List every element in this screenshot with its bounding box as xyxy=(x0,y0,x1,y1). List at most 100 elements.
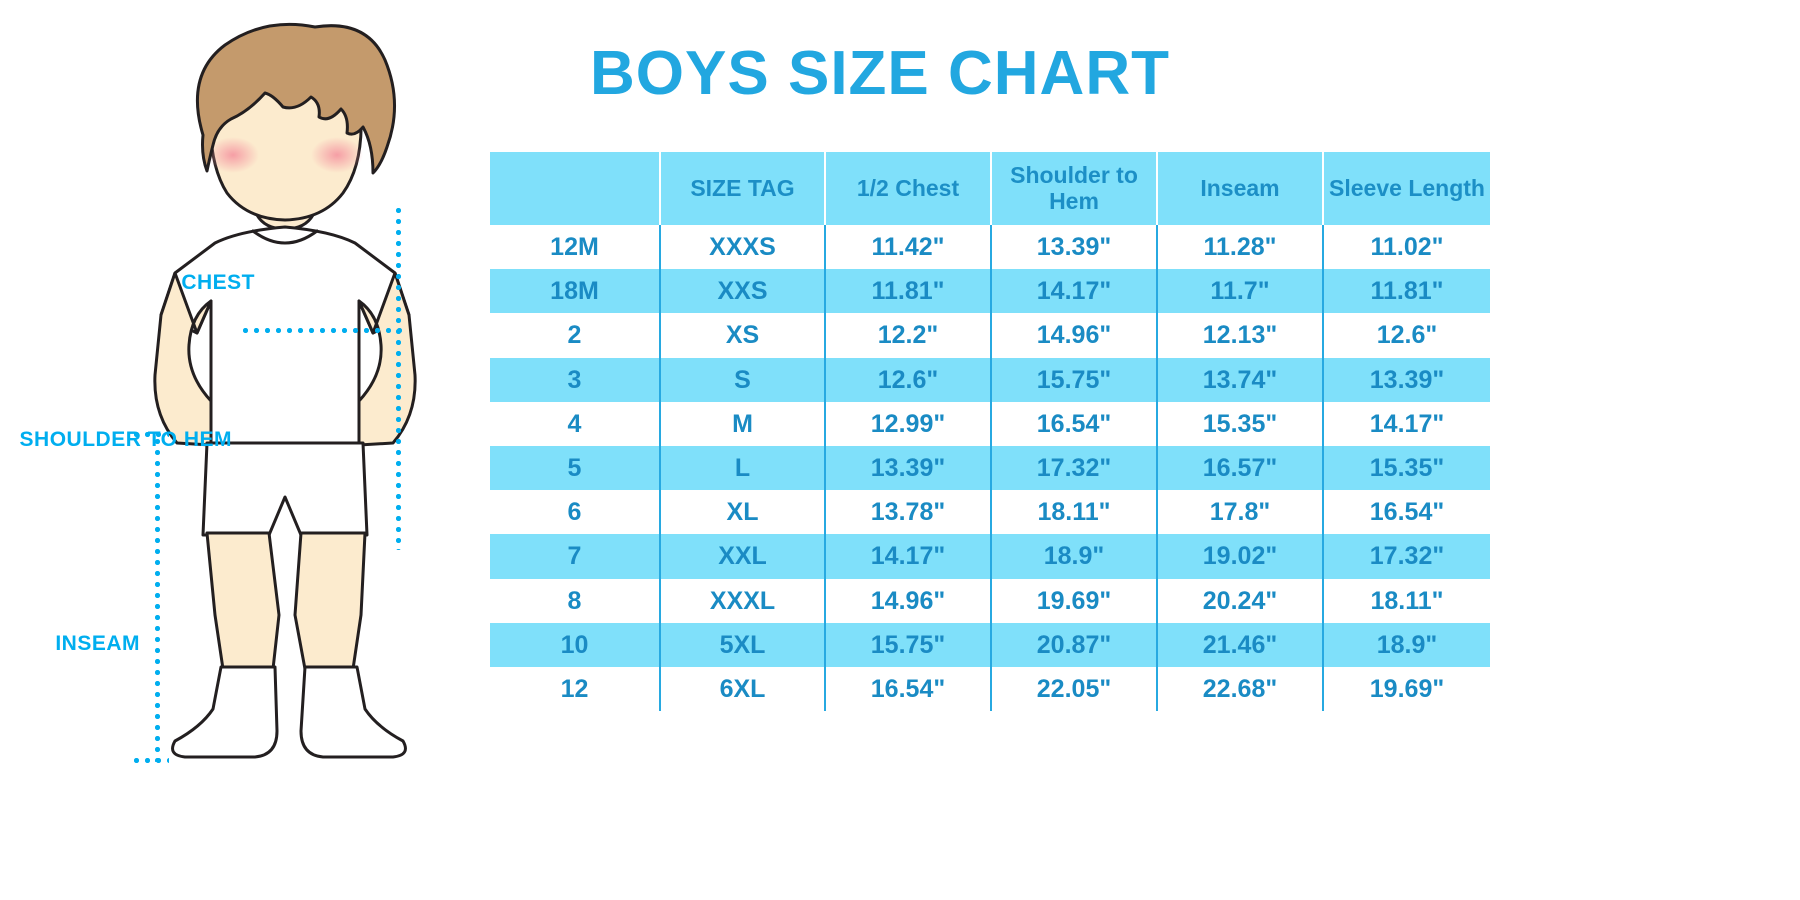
cell-inseam: 20.24" xyxy=(1156,578,1323,623)
cell-size: 12 xyxy=(490,666,660,712)
cell-half-chest: 14.96" xyxy=(824,578,991,623)
table-row: 8 XXXL 14.96" 19.69" 20.24" 18.11" xyxy=(490,578,1490,623)
cell-shoulder-to-hem: 17.32" xyxy=(990,445,1157,491)
table-row: 18M XXS 11.81" 14.17" 11.7" 11.81" xyxy=(490,269,1490,314)
cell-sleeve-length: 11.02" xyxy=(1322,225,1490,270)
chest-measure-line xyxy=(240,328,405,333)
arm-right xyxy=(357,271,417,447)
cell-sleeve-length: 15.35" xyxy=(1322,445,1490,491)
cell-shoulder-to-hem: 14.17" xyxy=(990,269,1157,314)
size-table-wrapper: SIZE TAG 1/2 Chest Shoulder to Hem Insea… xyxy=(490,152,1490,712)
cell-size: 7 xyxy=(490,534,660,579)
inseam-measure-cap-top xyxy=(131,432,169,437)
cell-size: 8 xyxy=(490,578,660,623)
table-header-row: SIZE TAG 1/2 Chest Shoulder to Hem Insea… xyxy=(490,152,1490,225)
column-header-inseam: Inseam xyxy=(1156,152,1323,225)
hair xyxy=(195,22,396,175)
cell-sleeve-length: 11.81" xyxy=(1322,269,1490,314)
cell-inseam: 11.7" xyxy=(1156,269,1323,314)
cell-half-chest: 12.2" xyxy=(824,313,991,358)
cell-inseam: 12.13" xyxy=(1156,313,1323,358)
cell-shoulder-to-hem: 14.96" xyxy=(990,313,1157,358)
shoulder-to-hem-measure-line xyxy=(396,205,401,550)
table-row: 5 L 13.39" 17.32" 16.57" 15.35" xyxy=(490,445,1490,491)
page-title: BOYS SIZE CHART xyxy=(590,39,1170,108)
cell-size-tag: 6XL xyxy=(659,666,825,712)
size-table: SIZE TAG 1/2 Chest Shoulder to Hem Insea… xyxy=(490,152,1490,712)
cell-size-tag: M xyxy=(659,401,825,446)
cell-shoulder-to-hem: 19.69" xyxy=(990,578,1157,623)
cell-sleeve-length: 18.11" xyxy=(1322,578,1490,623)
column-header-size xyxy=(490,152,660,225)
boy-illustration xyxy=(153,22,417,759)
cell-inseam: 11.28" xyxy=(1156,225,1323,270)
cell-size: 18M xyxy=(490,269,660,314)
table-row: 4 M 12.99" 16.54" 15.35" 14.17" xyxy=(490,401,1490,446)
cell-size: 12M xyxy=(490,225,660,270)
table-row: 2 XS 12.2" 14.96" 12.13" 12.6" xyxy=(490,313,1490,358)
cell-half-chest: 15.75" xyxy=(824,622,991,667)
cell-shoulder-to-hem: 13.39" xyxy=(990,225,1157,270)
cell-size: 6 xyxy=(490,490,660,535)
cell-inseam: 17.8" xyxy=(1156,490,1323,535)
cell-sleeve-length: 16.54" xyxy=(1322,490,1490,535)
cell-size-tag: XS xyxy=(659,313,825,358)
cell-inseam: 19.02" xyxy=(1156,534,1323,579)
inseam-measure-cap-bottom xyxy=(131,758,169,763)
cell-inseam: 16.57" xyxy=(1156,445,1323,491)
column-header-sleeve-length: Sleeve Length xyxy=(1322,152,1490,225)
cell-size-tag: XXXS xyxy=(659,225,825,270)
cell-shoulder-to-hem: 16.54" xyxy=(990,401,1157,446)
table-row: 7 XXL 14.17" 18.9" 19.02" 17.32" xyxy=(490,534,1490,579)
inseam-measure-line xyxy=(155,436,160,762)
column-header-half-chest: 1/2 Chest xyxy=(824,152,991,225)
cell-shoulder-to-hem: 22.05" xyxy=(990,666,1157,712)
arm-left xyxy=(153,271,213,447)
leg-left xyxy=(205,531,281,671)
tshirt-collar xyxy=(251,229,319,245)
sock-right xyxy=(299,665,407,759)
cell-size: 3 xyxy=(490,357,660,402)
cell-shoulder-to-hem: 18.9" xyxy=(990,534,1157,579)
cell-sleeve-length: 13.39" xyxy=(1322,357,1490,402)
table-row: 12M XXXS 11.42" 13.39" 11.28" 11.02" xyxy=(490,225,1490,270)
cell-inseam: 15.35" xyxy=(1156,401,1323,446)
cell-size-tag: XXXL xyxy=(659,578,825,623)
cell-size: 10 xyxy=(490,622,660,667)
label-inseam: INSEAM xyxy=(55,632,140,655)
cell-half-chest: 13.39" xyxy=(824,445,991,491)
cheek-right xyxy=(311,137,363,173)
cell-sleeve-length: 12.6" xyxy=(1322,313,1490,358)
cell-shoulder-to-hem: 20.87" xyxy=(990,622,1157,667)
size-table-body: 12M XXXS 11.42" 13.39" 11.28" 11.02" 18M… xyxy=(490,225,1490,712)
table-row: 3 S 12.6" 15.75" 13.74" 13.39" xyxy=(490,357,1490,402)
cell-shoulder-to-hem: 15.75" xyxy=(990,357,1157,402)
sock-left xyxy=(171,665,279,759)
cell-size-tag: 5XL xyxy=(659,622,825,667)
cell-half-chest: 14.17" xyxy=(824,534,991,579)
cell-half-chest: 12.99" xyxy=(824,401,991,446)
cheek-left xyxy=(207,137,259,173)
cell-half-chest: 11.81" xyxy=(824,269,991,314)
cell-size-tag: S xyxy=(659,357,825,402)
column-header-size-tag: SIZE TAG xyxy=(659,152,825,225)
cell-size: 5 xyxy=(490,445,660,491)
cell-half-chest: 13.78" xyxy=(824,490,991,535)
cell-half-chest: 11.42" xyxy=(824,225,991,270)
cell-half-chest: 16.54" xyxy=(824,666,991,712)
cell-sleeve-length: 18.9" xyxy=(1322,622,1490,667)
cell-half-chest: 12.6" xyxy=(824,357,991,402)
table-row: 12 6XL 16.54" 22.05" 22.68" 19.69" xyxy=(490,666,1490,712)
size-table-head: SIZE TAG 1/2 Chest Shoulder to Hem Insea… xyxy=(490,152,1490,225)
label-shoulder-to-hem: SHOULDER TO HEM xyxy=(19,428,232,451)
cell-size-tag: XL xyxy=(659,490,825,535)
shorts xyxy=(201,441,369,537)
cell-size-tag: L xyxy=(659,445,825,491)
cell-size: 2 xyxy=(490,313,660,358)
cell-inseam: 22.68" xyxy=(1156,666,1323,712)
cell-size-tag: XXL xyxy=(659,534,825,579)
cell-sleeve-length: 17.32" xyxy=(1322,534,1490,579)
cell-size-tag: XXS xyxy=(659,269,825,314)
label-chest: CHEST xyxy=(181,271,255,294)
